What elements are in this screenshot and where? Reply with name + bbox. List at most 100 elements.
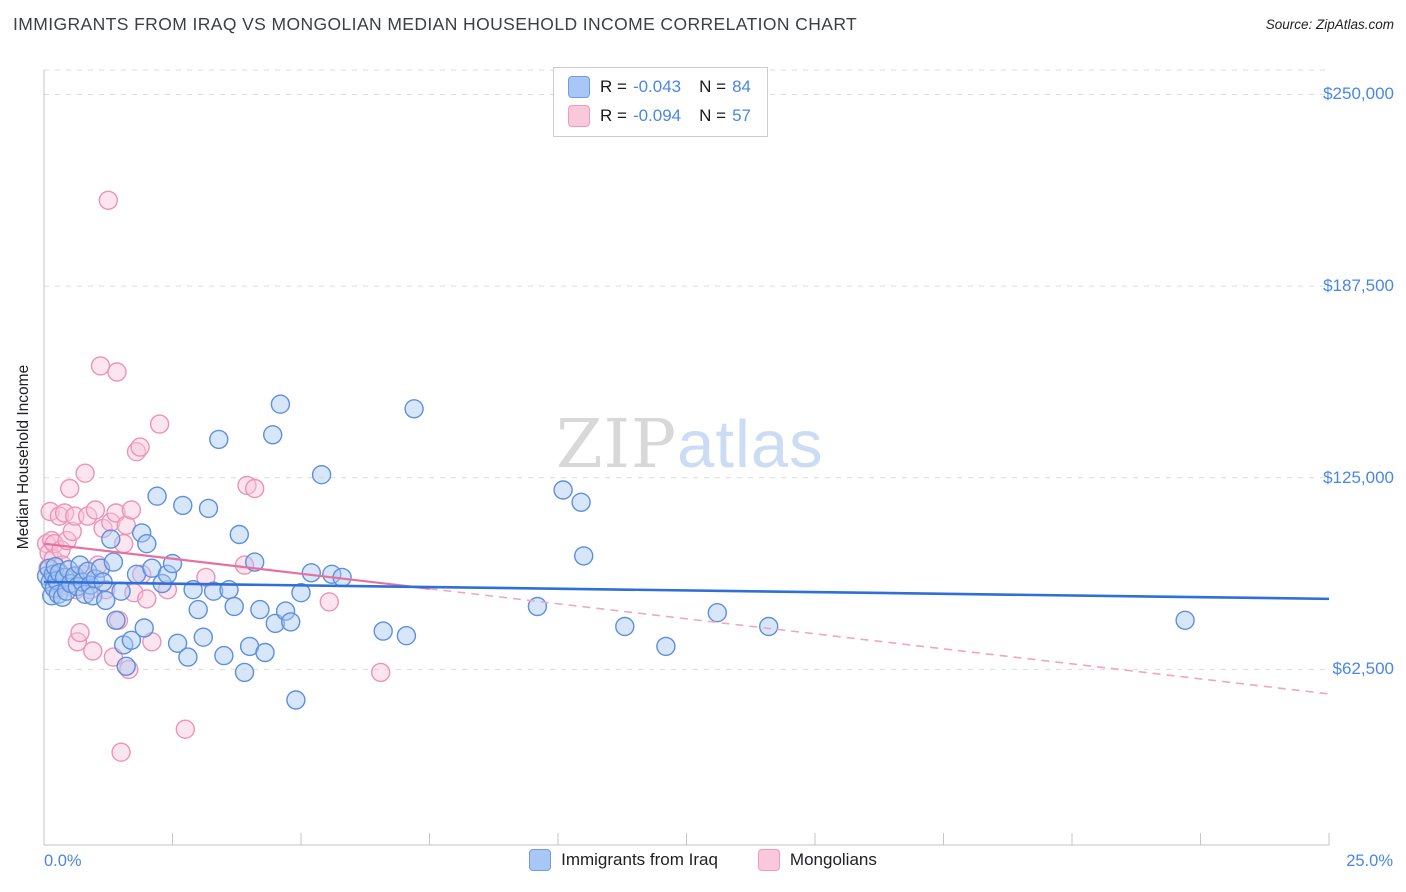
scatter-point [93,518,113,539]
scatter-point [301,563,321,583]
scatter-point [137,534,157,554]
scatter-point [85,500,106,520]
n-label: N = [699,106,727,125]
scatter-point [167,633,188,653]
scatter-point [553,480,573,500]
scatter-point [111,581,131,601]
scatter-point [244,478,265,499]
scatter-point [134,618,154,638]
mongolians-series-swatch [568,105,590,127]
scatter-point [250,599,270,620]
y-axis-label: Median Household Income [15,364,32,550]
scatter-point [116,656,136,676]
trend-line-iraq [43,580,1330,601]
scatter-point [214,645,234,666]
correlation-stats-legend: R = -0.043 N = 84 R = -0.094 N = 57 [553,67,768,137]
scatter-point [571,492,591,512]
scatter-point [270,394,291,414]
scatter-point [121,500,142,520]
scatter-point [40,501,60,522]
bottom-legend-item-mongolians: Mongolians [757,849,877,871]
scatter-point [291,583,311,603]
scatter-point [75,584,95,604]
bottom-legend-label-mongolians: Mongolians [789,850,877,869]
x-axis-max-label: 25.0% [1346,852,1393,870]
scatter-point [656,636,676,657]
scatter-point [103,552,124,572]
scatter-point [224,596,244,617]
source-label: Source: ZipAtlas.com [1265,17,1394,32]
scatter-point [98,190,119,211]
scatter-point [404,399,424,419]
scatter-point [137,589,157,609]
scatter-point [107,362,127,382]
page-title: IMMIGRANTS FROM IRAQ VS MONGOLIAN MEDIAN… [13,14,858,34]
iraq-series-swatch [568,76,590,98]
scatter-point [106,610,126,630]
y-tick-label-250000: $250,000 [1323,84,1394,103]
scatter-point [173,495,193,516]
scatter-point [49,506,70,526]
bottom-legend-label-iraq: Immigrants from Iraq [561,850,718,869]
scatter-point [70,622,90,643]
bottom-legend: Immigrants from Iraq Mongolians [0,849,1406,871]
scatter-point [265,613,285,634]
scatter-point [396,626,417,646]
scatter-point [62,521,83,542]
scatter-point [149,414,170,434]
scatter-point [237,475,257,496]
r-label: R = [600,106,627,125]
y-tick-label-187500: $187,500 [1323,276,1394,295]
scatter-point [111,742,131,762]
scatter-point [209,429,229,450]
scatter-point [203,581,224,601]
scatter-point [234,662,255,683]
r-label: R = [600,77,627,96]
scatter-point [373,621,393,641]
n-value: 57 [732,106,751,125]
scatter-point [281,612,301,632]
scatter-point [130,437,150,457]
x-axis-min-label: 0.0% [44,852,82,870]
scatter-point [157,580,178,600]
scatter-point [59,478,80,499]
scatter-point [83,641,103,661]
scatter-point [70,555,90,575]
y-tick-label-125000: $125,000 [1323,468,1394,487]
scatter-point [574,546,594,566]
scatter-point [198,498,219,519]
scatter-point [275,601,296,621]
scatter-point [263,425,283,445]
scatter-point [759,616,779,637]
y-tick-label-62500: $62,500 [1332,659,1394,678]
r-value: -0.094 [632,106,682,125]
scatter-point [707,603,727,623]
scatter-point [615,616,635,637]
scatter-point [116,515,136,535]
scatter-point [255,642,275,663]
scatter-point [229,524,250,545]
scatter-point [244,552,265,572]
mongolians-series-swatch [757,849,780,871]
legend-row-iraq: R = -0.043 N = 84 [568,76,751,98]
scatter-point [188,599,208,620]
scatter-point [178,647,198,667]
trend-line-mongolians-projection [429,587,1330,695]
scatter-point [147,486,167,506]
scatter-point [1175,610,1195,630]
scatter-point [121,630,142,650]
legend-row-mongolians: R = -0.094 N = 57 [568,105,751,127]
scatter-point [119,659,139,680]
scatter-point [319,592,339,612]
n-value: 84 [732,77,751,96]
trend-line-mongolians [43,542,430,590]
bottom-legend-item-iraq: Immigrants from Iraq [529,849,718,871]
scatter-point [101,529,121,549]
scatter-point [95,590,116,611]
n-label: N = [699,77,727,96]
scatter-point [77,506,98,526]
r-value: -0.043 [632,77,682,96]
scatter-point [371,662,391,683]
